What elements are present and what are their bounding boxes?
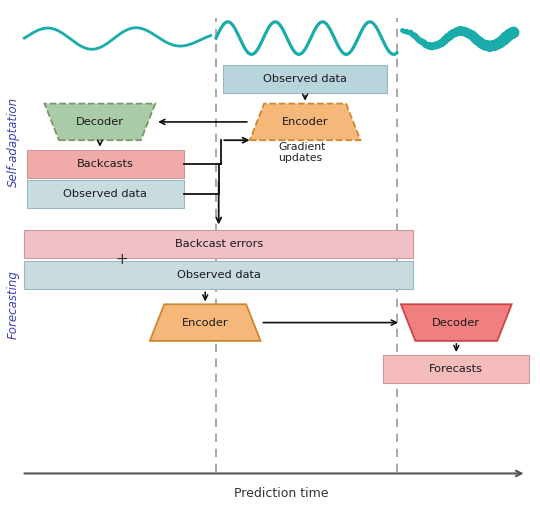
Point <box>415 36 423 44</box>
Point <box>407 29 416 38</box>
Point <box>460 27 469 35</box>
Point <box>428 42 437 50</box>
Point <box>418 38 427 46</box>
Point <box>473 36 482 44</box>
Point <box>422 41 431 49</box>
Point <box>426 42 435 50</box>
Point <box>471 34 480 42</box>
Text: +: + <box>115 252 128 267</box>
Point <box>453 27 461 36</box>
Point <box>475 37 483 45</box>
Point <box>430 42 438 50</box>
Polygon shape <box>401 304 512 341</box>
Point <box>458 26 467 35</box>
Point <box>501 33 510 41</box>
Point <box>492 40 501 48</box>
FancyBboxPatch shape <box>223 65 388 92</box>
Text: Backcasts: Backcasts <box>77 158 134 169</box>
Point <box>434 40 442 48</box>
Text: Observed data: Observed data <box>177 270 261 280</box>
Point <box>424 41 433 49</box>
Point <box>503 31 512 40</box>
Text: Encoder: Encoder <box>282 117 328 127</box>
Text: Backcast errors: Backcast errors <box>174 239 263 249</box>
Point <box>481 41 489 49</box>
Point <box>456 26 465 35</box>
FancyBboxPatch shape <box>24 230 413 258</box>
Point <box>486 42 495 50</box>
Point <box>454 26 463 35</box>
Point <box>477 39 485 47</box>
Text: Forecasting: Forecasting <box>7 270 20 339</box>
Point <box>505 30 514 38</box>
Point <box>469 33 478 41</box>
Point <box>403 27 412 36</box>
FancyBboxPatch shape <box>27 180 184 208</box>
Point <box>406 28 414 37</box>
Point <box>435 39 444 47</box>
Point <box>413 34 422 42</box>
Point <box>465 29 474 38</box>
Point <box>409 31 418 39</box>
Point <box>421 40 429 48</box>
Point <box>400 26 408 35</box>
Point <box>445 32 454 40</box>
Text: Prediction time: Prediction time <box>234 487 328 500</box>
Point <box>496 38 504 46</box>
Point <box>402 27 410 35</box>
Text: Forecasts: Forecasts <box>429 364 483 374</box>
Point <box>464 28 472 37</box>
Point <box>509 28 517 36</box>
Point <box>449 29 457 37</box>
Point <box>437 38 446 46</box>
Polygon shape <box>249 104 361 140</box>
Point <box>441 35 450 43</box>
Text: Self-adaptation: Self-adaptation <box>7 97 20 187</box>
Point <box>447 30 455 39</box>
Point <box>450 28 459 36</box>
Point <box>482 41 491 49</box>
Point <box>439 37 448 45</box>
Point <box>507 29 516 37</box>
Point <box>488 41 497 49</box>
Point <box>443 34 451 42</box>
Point <box>432 41 441 49</box>
Text: Observed data: Observed data <box>63 189 147 199</box>
Point <box>411 33 420 41</box>
Point <box>497 36 506 44</box>
Point <box>478 40 487 48</box>
Text: Gradient
updates: Gradient updates <box>278 142 326 163</box>
Point <box>398 26 407 35</box>
Point <box>484 42 493 50</box>
Text: Decoder: Decoder <box>76 117 124 127</box>
FancyBboxPatch shape <box>24 261 413 290</box>
Text: Observed data: Observed data <box>263 74 347 84</box>
Point <box>490 41 498 49</box>
Polygon shape <box>150 304 261 341</box>
Point <box>468 31 476 39</box>
Text: Encoder: Encoder <box>182 318 228 328</box>
Point <box>500 35 508 43</box>
FancyBboxPatch shape <box>27 149 184 177</box>
Polygon shape <box>45 104 156 140</box>
FancyBboxPatch shape <box>383 355 529 383</box>
Point <box>494 39 502 47</box>
Point <box>417 37 426 45</box>
Point <box>462 27 470 36</box>
Text: Decoder: Decoder <box>433 318 480 328</box>
